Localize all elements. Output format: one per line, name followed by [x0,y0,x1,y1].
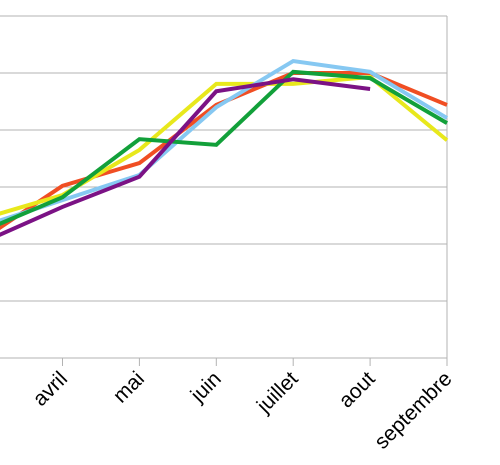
x-tick-label: septembre [370,367,456,453]
x-tick-label: juin [186,367,226,407]
series-line [0,58,449,223]
x-tick-label: avril [29,367,72,410]
x-tick-label: juillet [252,367,303,418]
x-tick-label: aout [334,367,379,412]
x-tick-label: mai [109,367,149,407]
series-line [0,69,449,226]
series-line [0,77,371,237]
series-line [0,71,448,230]
